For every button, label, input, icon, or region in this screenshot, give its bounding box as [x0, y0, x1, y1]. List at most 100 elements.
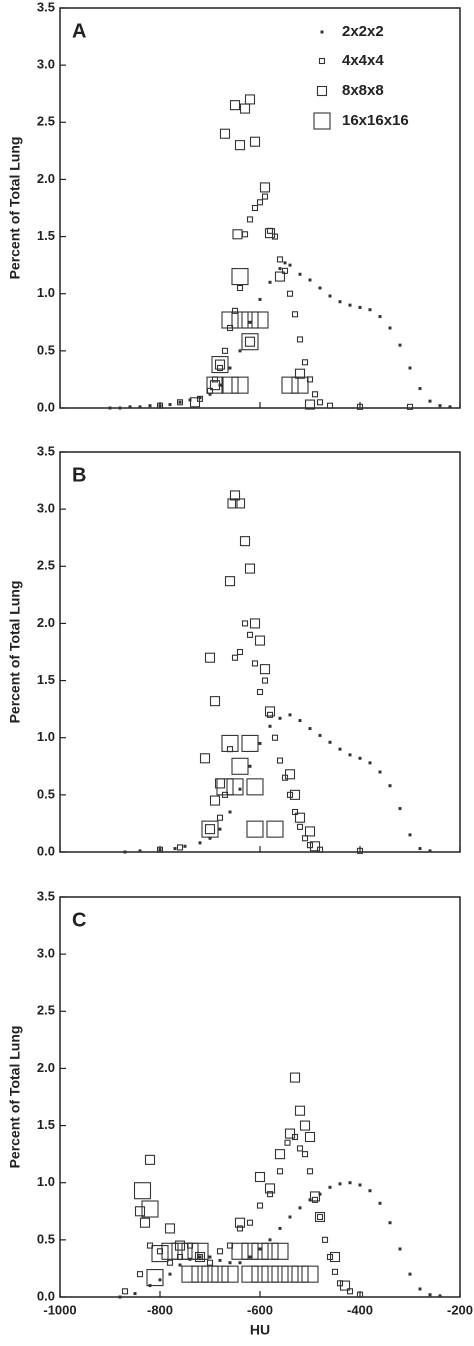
dot-marker — [418, 1287, 422, 1291]
dot-marker — [388, 326, 392, 330]
dot-marker — [218, 827, 222, 831]
square-marker — [231, 654, 239, 661]
square-marker — [234, 498, 246, 509]
square-marker — [251, 660, 259, 667]
dot-marker — [238, 349, 242, 353]
square-marker — [246, 820, 264, 838]
y-tick-label: 3.0 — [37, 57, 55, 72]
square-marker — [244, 336, 256, 347]
square-marker — [216, 778, 234, 796]
square-marker — [249, 136, 261, 147]
square-marker — [209, 795, 221, 806]
square-marker — [246, 631, 254, 638]
square-marker — [241, 333, 259, 351]
legend-marker — [320, 30, 324, 34]
square-marker — [231, 307, 239, 314]
square-marker — [241, 231, 249, 238]
square-marker — [231, 1242, 249, 1260]
square-marker — [181, 1265, 199, 1283]
x-tick-label: -200 — [447, 1302, 473, 1317]
dot-marker — [308, 278, 312, 282]
square-marker — [164, 1223, 176, 1234]
square-marker — [311, 1196, 319, 1203]
square-marker — [304, 1131, 316, 1143]
dot-marker — [158, 404, 162, 408]
square-marker — [281, 376, 299, 394]
square-marker — [296, 823, 304, 830]
dot-marker — [428, 1293, 432, 1297]
square-marker — [246, 216, 254, 223]
square-marker — [171, 1242, 189, 1260]
square-marker — [261, 193, 269, 200]
square-marker — [304, 826, 316, 837]
y-tick-label: 0.0 — [37, 843, 55, 858]
dot-marker — [328, 294, 332, 298]
y-tick-label: 0.5 — [37, 342, 55, 357]
square-marker — [284, 1139, 291, 1146]
dot-marker — [358, 305, 362, 309]
square-marker — [234, 140, 246, 151]
dot-marker — [438, 1294, 442, 1298]
square-marker — [271, 1265, 289, 1283]
dot-marker — [408, 366, 412, 370]
square-marker — [296, 336, 304, 343]
square-marker — [329, 1251, 341, 1263]
y-tick-label: 0.0 — [37, 399, 55, 414]
square-marker — [211, 1265, 229, 1283]
square-marker — [284, 1128, 296, 1139]
square-marker — [316, 1213, 324, 1221]
dot-marker — [183, 844, 187, 848]
square-marker — [309, 841, 321, 852]
dot-marker — [178, 1263, 182, 1267]
square-marker — [214, 359, 226, 370]
square-marker — [234, 1217, 246, 1228]
square-marker — [304, 399, 316, 410]
dot-marker — [348, 1181, 352, 1185]
square-marker — [221, 376, 239, 394]
square-marker — [301, 1151, 309, 1158]
square-marker — [221, 734, 239, 752]
x-tick-label: -600 — [247, 1302, 273, 1317]
dot-marker — [208, 392, 212, 396]
dot-marker — [238, 1261, 242, 1265]
y-tick-label: 1.0 — [37, 1174, 55, 1189]
dot-marker — [418, 847, 422, 851]
dot-marker — [228, 810, 232, 814]
dot-marker — [338, 747, 342, 751]
square-marker — [194, 1251, 206, 1263]
y-tick-label: 2.0 — [37, 615, 55, 630]
square-marker — [356, 403, 364, 410]
square-marker — [144, 1154, 156, 1165]
square-marker — [221, 311, 239, 329]
square-marker — [211, 356, 229, 374]
y-tick-label: 3.5 — [37, 0, 55, 14]
square-marker — [266, 711, 274, 718]
square-marker — [356, 1291, 364, 1298]
dot-marker — [428, 399, 432, 403]
dot-marker — [248, 764, 252, 768]
square-marker — [241, 620, 249, 627]
y-tick-label: 1.5 — [37, 672, 55, 687]
dot-marker — [268, 724, 272, 728]
dot-marker — [148, 404, 152, 408]
square-marker — [266, 1191, 274, 1198]
square-marker — [251, 311, 269, 329]
dot-marker — [118, 1295, 122, 1299]
dot-marker — [438, 404, 442, 408]
square-marker — [134, 1206, 146, 1217]
square-marker — [271, 734, 279, 741]
square-marker — [256, 1202, 264, 1209]
dot-marker — [278, 716, 282, 720]
square-marker — [191, 1242, 209, 1260]
square-marker — [231, 376, 249, 394]
square-marker — [239, 536, 251, 547]
square-marker — [271, 1242, 289, 1260]
square-marker — [296, 1145, 304, 1152]
dot-marker — [298, 272, 302, 276]
dot-marker — [158, 1278, 162, 1282]
square-marker — [306, 1168, 314, 1175]
square-marker — [201, 1265, 219, 1283]
dot-marker — [408, 833, 412, 837]
dot-marker — [418, 387, 422, 391]
dot-marker — [368, 1189, 372, 1193]
